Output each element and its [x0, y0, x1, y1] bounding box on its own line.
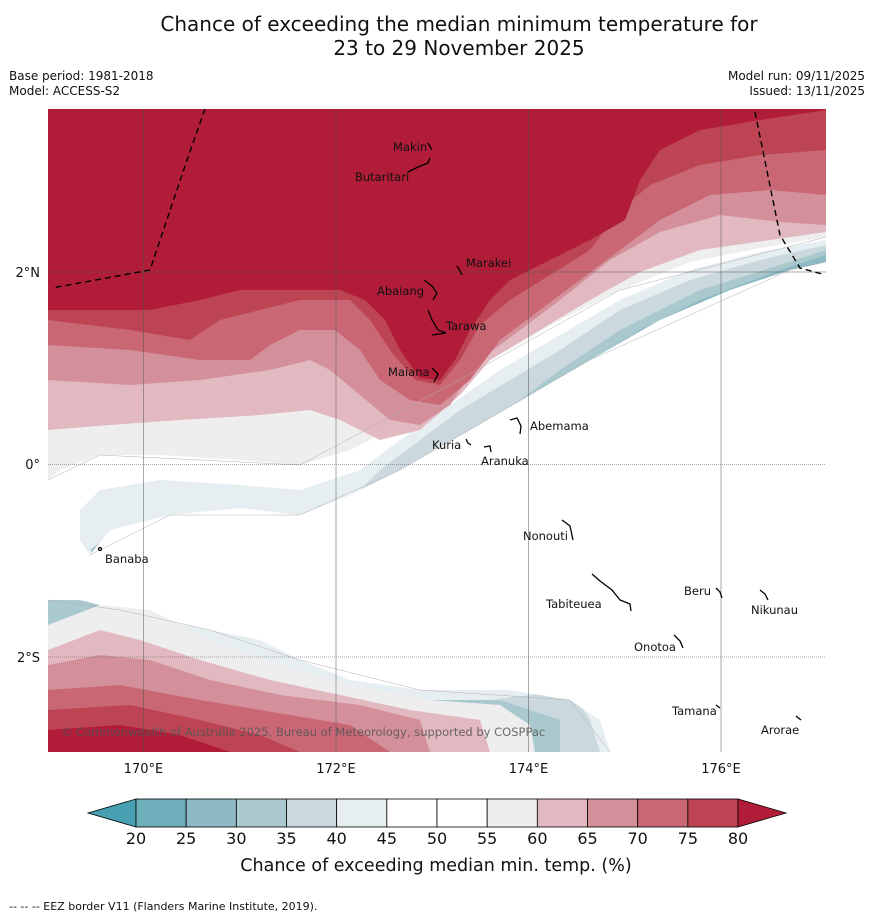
- place-label: Tarawa: [445, 319, 486, 333]
- place-label: Banaba: [105, 552, 149, 566]
- eez-border: [51, 109, 823, 289]
- colorbar-segment: [386, 798, 438, 828]
- colorbar-tick-label: 65: [577, 829, 597, 848]
- colorbar-tick-label: 25: [176, 829, 196, 848]
- place-labels: Makin Butaritari Marakei Abaiang Tarawa …: [105, 140, 799, 737]
- map-title: Chance of exceeding the median minimum t…: [0, 12, 873, 60]
- colorbar-segment: [135, 798, 187, 828]
- colorbar-extend-low: [86, 798, 137, 828]
- probability-field: Makin Butaritari Marakei Abaiang Tarawa …: [48, 109, 826, 752]
- title-line-2: 23 to 29 November 2025: [333, 36, 585, 60]
- colorbar-tick-label: 45: [377, 829, 397, 848]
- colorbar-label: Chance of exceeding median min. temp. (%…: [240, 856, 631, 876]
- colorbar: 20 25 30 35 40 45 50 55 60 65 70 75 80: [86, 798, 788, 848]
- colorbar-segment: [235, 798, 287, 828]
- colorbar-segment: [587, 798, 639, 828]
- colorbar-tick-label: 35: [276, 829, 296, 848]
- islands: [97, 142, 802, 721]
- copyright-notice: © Commonwealth of Australia 2025, Bureau…: [61, 725, 545, 739]
- meta-left: Base period: 1981-2018 Model: ACCESS-S2: [9, 69, 154, 99]
- colorbar-segment: [486, 798, 538, 828]
- place-label: Nonouti: [523, 529, 568, 543]
- place-label: Makin: [393, 140, 427, 154]
- place-label: Abemama: [530, 419, 589, 433]
- place-label: Maiana: [388, 365, 430, 379]
- colorbar-segment: [185, 798, 237, 828]
- colorbar-extend-high: [737, 798, 788, 828]
- lon-label: 172°E: [316, 762, 356, 777]
- place-label: Abaiang: [377, 284, 424, 298]
- colorbar-segment: [687, 798, 739, 828]
- colorbar-tick-label: 55: [477, 829, 497, 848]
- model-run: Model run: 09/11/2025: [727, 69, 865, 83]
- lat-label: 2°S: [17, 651, 40, 666]
- eez-footnote: -- -- -- EEZ border V11 (Flanders Marine…: [9, 900, 318, 913]
- colorbar-segment: [336, 798, 388, 828]
- lon-label: 174°E: [509, 762, 549, 777]
- colorbar-tick-label: 60: [527, 829, 547, 848]
- colorbar-tick-label: 40: [326, 829, 346, 848]
- graticule: [48, 109, 826, 752]
- place-label: Butaritari: [355, 170, 409, 184]
- colorbar-tick-label: 70: [627, 829, 647, 848]
- colorbar-segment: [637, 798, 689, 828]
- axis-labels: 170°E 172°E 174°E 176°E 2°N 0° 2°S: [16, 266, 741, 777]
- place-label: Tamana: [671, 704, 717, 718]
- colorbar-segment: [436, 798, 488, 828]
- model-name: Model: ACCESS-S2: [9, 84, 121, 98]
- place-label: Kuria: [432, 438, 461, 452]
- colorbar-segment: [286, 798, 338, 828]
- title-line-1: Chance of exceeding the median minimum t…: [160, 12, 758, 36]
- band-80-south: [48, 725, 230, 752]
- place-label: Tabiteuea: [545, 597, 602, 611]
- colorbar-tick-label: 20: [126, 829, 146, 848]
- place-label: Onotoa: [634, 640, 676, 654]
- place-label: Beru: [684, 584, 711, 598]
- colorbar-tick-label: 80: [728, 829, 748, 848]
- colorbar-tick-label: 75: [678, 829, 698, 848]
- base-period: Base period: 1981-2018: [9, 69, 154, 83]
- place-label: Nikunau: [751, 603, 798, 617]
- colorbar-tick-label: 30: [226, 829, 246, 848]
- place-label: Arorae: [761, 723, 799, 737]
- contour-lines: [48, 236, 826, 752]
- colorbar-segment: [536, 798, 588, 828]
- issued-date: Issued: 13/11/2025: [749, 84, 865, 98]
- place-label: Marakei: [466, 256, 511, 270]
- place-label: Aranuka: [481, 454, 529, 468]
- lat-label: 2°N: [16, 266, 41, 281]
- lon-label: 170°E: [124, 762, 164, 777]
- lon-label: 176°E: [701, 762, 741, 777]
- lat-label: 0°: [25, 458, 40, 473]
- band-80: [48, 109, 826, 380]
- meta-right: Model run: 09/11/2025 Issued: 13/11/2025: [728, 69, 865, 99]
- colorbar-tick-label: 50: [427, 829, 447, 848]
